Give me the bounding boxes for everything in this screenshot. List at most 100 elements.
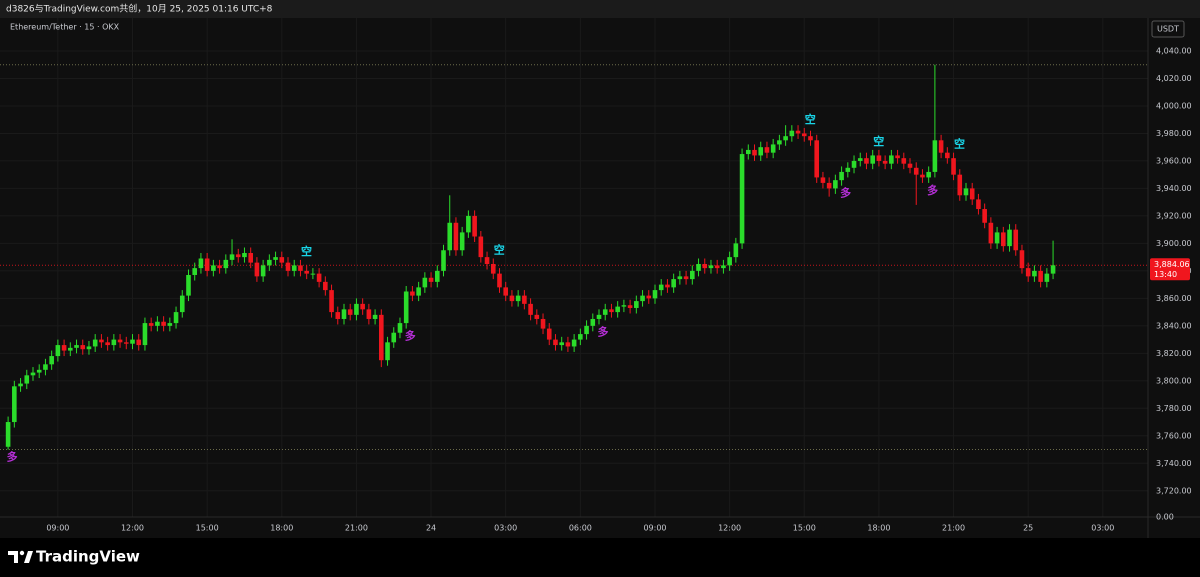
- candle-body: [596, 314, 602, 319]
- candle-body: [347, 309, 353, 315]
- candle-body: [142, 323, 148, 346]
- signal-label: 空: [494, 243, 505, 257]
- candle-body: [428, 277, 434, 282]
- candle-body: [410, 291, 415, 296]
- candle-body: [764, 147, 770, 153]
- candle-body: [105, 342, 110, 346]
- candle-body: [1038, 270, 1043, 282]
- candle-body: [882, 160, 888, 164]
- candle-body: [671, 279, 676, 288]
- candle-body: [559, 342, 564, 346]
- candle-body: [49, 356, 54, 365]
- candle-body: [714, 265, 720, 269]
- y-tick-label: 3,920.00: [1156, 211, 1192, 220]
- x-tick-label: 06:00: [569, 524, 592, 533]
- candle-body: [441, 250, 446, 271]
- candle-body: [739, 154, 745, 244]
- signal-label: 多: [7, 450, 18, 464]
- y-tick-label: 3,740.00: [1156, 459, 1192, 468]
- candle-body: [745, 149, 751, 155]
- candle-body: [777, 140, 782, 145]
- candle-body: [634, 301, 639, 308]
- candle-body: [291, 265, 297, 271]
- candle-body: [1050, 265, 1056, 274]
- signal-label: 空: [954, 137, 965, 151]
- candle-body: [615, 306, 620, 313]
- candle-body: [727, 257, 732, 266]
- candle-body: [515, 295, 521, 302]
- signal-label: 空: [301, 244, 312, 258]
- candle-body: [379, 314, 384, 361]
- y-tick-label: 4,020.00: [1156, 74, 1192, 83]
- candle-body: [1025, 268, 1031, 277]
- candle-body: [335, 312, 341, 319]
- x-tick-label: 03:00: [1091, 524, 1114, 533]
- candle-body: [677, 276, 683, 280]
- y-tick-label: 3,780.00: [1156, 404, 1192, 413]
- candle-body: [316, 273, 322, 282]
- candle-body: [534, 314, 540, 319]
- candle-body: [18, 383, 23, 387]
- candle-body: [665, 284, 670, 288]
- candle-body: [273, 257, 278, 260]
- candle-body: [1013, 229, 1019, 251]
- signal-label: 多: [405, 329, 416, 343]
- candle-body: [173, 312, 179, 324]
- y-tick-label: 3,820.00: [1156, 349, 1192, 358]
- candle-body: [683, 276, 689, 280]
- symbol-title: Ethereum/Tether · 15 · OKX: [10, 23, 120, 32]
- y-tick-label: 3,980.00: [1156, 129, 1192, 138]
- brand[interactable]: TradingView: [36, 548, 140, 566]
- candle-body: [789, 130, 795, 137]
- candle-body: [298, 265, 303, 271]
- candle-body: [235, 254, 241, 258]
- y-tick-label: 3,940.00: [1156, 184, 1192, 193]
- candle-body: [963, 188, 969, 196]
- candle-body: [982, 209, 987, 223]
- candle-body: [43, 364, 48, 370]
- candle-body: [192, 268, 198, 275]
- candle-body: [988, 222, 994, 244]
- candle-body: [5, 422, 11, 447]
- signal-label: 多: [927, 183, 938, 197]
- x-tick-label: 12:00: [121, 524, 144, 533]
- x-tick-label: 18:00: [867, 524, 890, 533]
- candle-body: [36, 369, 42, 373]
- x-tick-label: 24: [426, 524, 436, 533]
- candle-body: [696, 264, 701, 271]
- candle-body: [55, 345, 61, 357]
- candle-body: [889, 155, 894, 164]
- candle-body: [416, 287, 421, 296]
- header-bar: [0, 0, 1200, 18]
- candle-body: [403, 291, 409, 324]
- candle-body: [702, 264, 708, 269]
- candle-body: [1007, 229, 1012, 247]
- candle-body: [329, 290, 334, 313]
- candle-body: [490, 264, 496, 274]
- candle-body: [354, 303, 359, 315]
- candle-body: [211, 265, 216, 271]
- logo[interactable]: TradingView: [8, 548, 140, 566]
- bottom-label: 0.00: [1156, 513, 1174, 522]
- candle-body: [397, 323, 403, 333]
- candle-body: [1001, 232, 1006, 247]
- candle-body: [895, 155, 900, 159]
- candle-body: [839, 171, 844, 181]
- candle-body: [279, 257, 285, 263]
- candle-body: [528, 303, 533, 315]
- candle-body: [123, 342, 129, 344]
- x-tick-label: 25: [1023, 524, 1033, 533]
- candle-body: [186, 274, 191, 296]
- candle-body: [609, 309, 614, 313]
- candle-body: [86, 346, 92, 350]
- candle-body: [472, 215, 477, 237]
- candle-body: [721, 265, 726, 269]
- currency-box[interactable]: [1151, 20, 1185, 38]
- candle-body: [571, 339, 577, 347]
- candle-body: [733, 243, 739, 258]
- candle-body: [957, 174, 963, 196]
- candle-body: [117, 339, 123, 343]
- candle-body: [690, 270, 695, 280]
- currency[interactable]: USDT: [1157, 25, 1179, 34]
